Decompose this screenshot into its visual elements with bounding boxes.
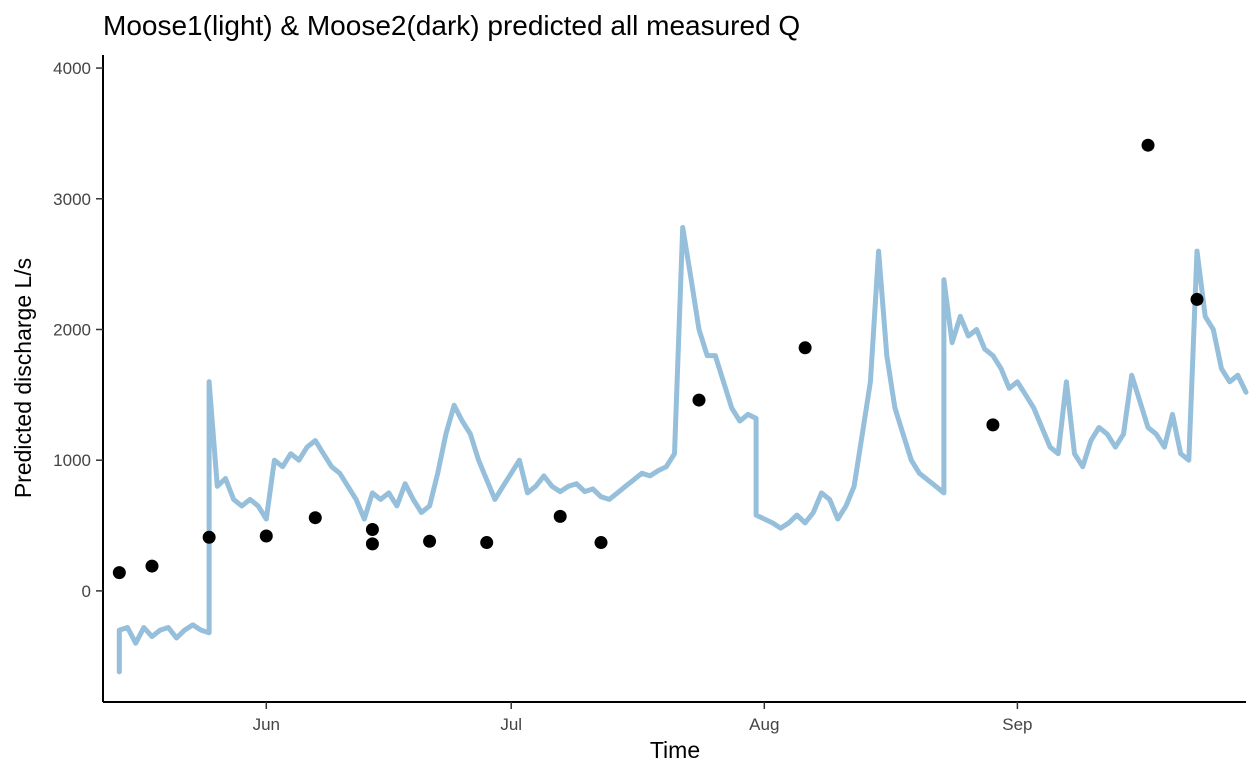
x-tick-label: Jul: [500, 715, 522, 734]
measured-point: [202, 530, 216, 544]
x-tick-label: Sep: [1002, 715, 1032, 734]
measured-point: [112, 566, 126, 580]
chart-title: Moose1(light) & Moose2(dark) predicted a…: [103, 10, 800, 41]
y-tick-label: 4000: [53, 59, 91, 78]
x-tick-label: Aug: [749, 715, 779, 734]
measured-point: [986, 418, 1000, 432]
measured-point: [594, 536, 608, 550]
measured-point: [365, 537, 379, 551]
measured-point: [145, 559, 159, 573]
y-tick-label: 3000: [53, 190, 91, 209]
measured-point: [553, 509, 567, 523]
y-axis-title: Predicted discharge L/s: [10, 258, 36, 498]
measured-point: [365, 522, 379, 536]
x-axis-title: Time: [650, 737, 700, 763]
measured-point: [308, 511, 322, 525]
measured-point: [1141, 138, 1155, 152]
measured-point: [1190, 292, 1204, 306]
x-axis-ticks: Jun Jul Aug Sep: [253, 702, 1033, 734]
y-tick-label: 1000: [53, 451, 91, 470]
y-tick-label: 2000: [53, 320, 91, 339]
measured-point: [480, 536, 494, 550]
measured-point: [692, 393, 706, 407]
measured-point: [423, 534, 437, 548]
measured-point: [798, 341, 812, 355]
plot-area: [112, 138, 1249, 675]
measured-point: [259, 529, 273, 543]
x-tick-label: Jun: [253, 715, 280, 734]
y-tick-label: 0: [82, 582, 91, 601]
series-line-0: [116, 225, 1249, 675]
y-axis-ticks: 0 1000 2000 3000 4000: [53, 59, 103, 601]
